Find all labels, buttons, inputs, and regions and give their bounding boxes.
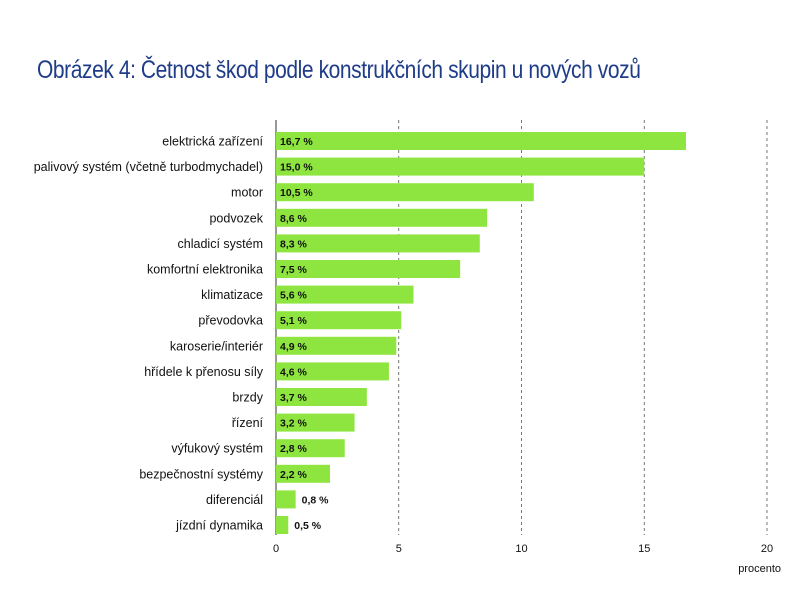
bar <box>276 490 296 509</box>
data-label: 7,5 % <box>280 264 308 276</box>
bar <box>276 362 389 381</box>
data-label: 8,6 % <box>280 213 308 225</box>
bar <box>276 464 331 483</box>
category-label: bezpečnostní systémy <box>139 467 263 481</box>
data-label: 8,3 % <box>280 238 308 250</box>
bar <box>276 516 289 534</box>
bar <box>276 260 461 278</box>
x-tick-label: 0 <box>273 543 279 555</box>
category-label: jízdní dynamika <box>175 519 263 533</box>
bars <box>276 132 686 534</box>
category-labels: elektrická zařízení palivový systém (včet… <box>34 135 264 533</box>
data-labels: 16,7 % 15,0 % 10,5 % 8,6 % 8,3 % 7,5 % 5,6 % 5,… <box>280 136 329 532</box>
bar <box>276 336 397 355</box>
bar <box>276 208 488 227</box>
data-label: 2,2 % <box>280 469 308 481</box>
category-label: hřídele k přenosu síly <box>144 365 264 379</box>
data-label: 2,8 % <box>280 443 308 455</box>
data-label: 16,7 % <box>280 136 313 148</box>
category-label: chladicí systém <box>178 237 263 251</box>
category-label: palivový systém (včetně turbodmychadel) <box>34 160 263 174</box>
category-label: klimatizace <box>201 288 263 302</box>
bar <box>276 285 414 304</box>
data-label: 4,6 % <box>280 366 308 378</box>
x-tick-label: 10 <box>515 543 527 555</box>
bar <box>276 439 345 458</box>
category-label: podvozek <box>209 211 263 225</box>
category-label: brzdy <box>232 391 263 405</box>
bar <box>276 388 367 406</box>
data-label: 15,0 % <box>280 162 313 174</box>
category-label: diferenciál <box>206 493 263 507</box>
data-label: 4,9 % <box>280 341 308 353</box>
data-label: 0,5 % <box>294 520 322 532</box>
x-tick-label: 5 <box>396 543 402 555</box>
data-label: 3,7 % <box>280 392 308 404</box>
category-label: motor <box>231 186 263 200</box>
category-label: karoserie/interiér <box>170 339 263 353</box>
data-label: 10,5 % <box>280 187 313 199</box>
x-axis-ticks: 0 5 10 15 20 <box>273 543 773 555</box>
bar <box>276 311 402 330</box>
category-label: převodovka <box>198 314 263 328</box>
bar <box>276 157 645 176</box>
x-tick-label: 15 <box>638 543 650 555</box>
data-label: 5,6 % <box>280 290 308 302</box>
x-axis-title: procento <box>738 563 781 575</box>
data-label: 5,1 % <box>280 315 308 327</box>
x-tick-label: 20 <box>761 543 773 555</box>
category-label: elektrická zařízení <box>162 135 263 149</box>
bar <box>276 234 480 253</box>
chart-title: Obrázek 4: Četnost škod podle konstrukčn… <box>37 56 641 84</box>
bar <box>276 413 355 432</box>
bar <box>276 183 534 202</box>
data-label: 0,8 % <box>302 494 330 506</box>
category-label: řízení <box>232 416 264 430</box>
category-label: komfortní elektronika <box>147 263 263 277</box>
bar <box>276 132 686 150</box>
category-label: výfukový systém <box>171 442 263 456</box>
data-label: 3,2 % <box>280 418 308 430</box>
